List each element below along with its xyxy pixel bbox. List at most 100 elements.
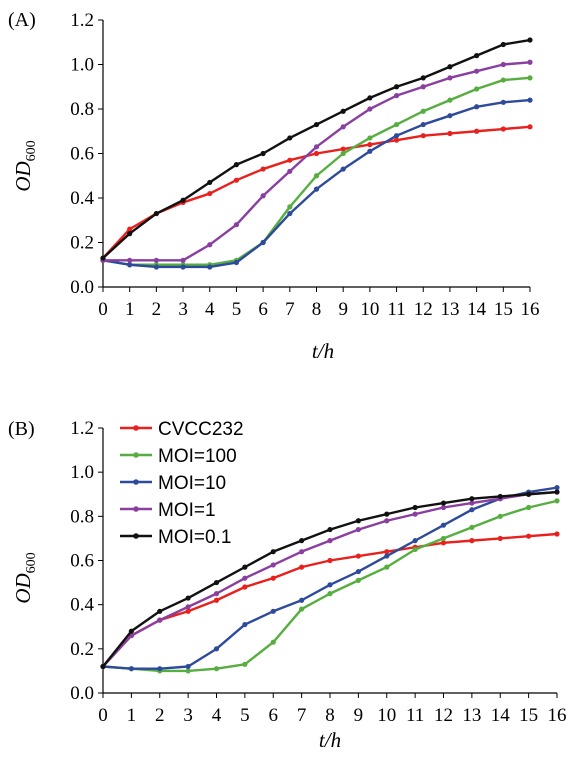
y-tick-label: 0.8: [70, 506, 94, 527]
x-tick-label: 2: [155, 705, 165, 726]
y-tick-label: 0.0: [70, 277, 94, 298]
data-point: [157, 666, 163, 672]
x-tick-label: 8: [312, 299, 322, 320]
data-point: [393, 121, 400, 128]
x-tick-label: 4: [205, 299, 215, 320]
x-tick-label: 1: [127, 705, 137, 726]
data-point: [474, 53, 480, 59]
x-axis-title: t/h: [319, 728, 341, 752]
data-point: [127, 231, 133, 237]
data-point: [242, 621, 248, 628]
y-axis-title-text: OD: [11, 573, 35, 603]
data-point: [554, 531, 560, 537]
data-point: [500, 99, 506, 105]
panel-label: (A): [8, 9, 36, 31]
data-point: [313, 144, 320, 150]
x-tick-label: 15: [519, 705, 538, 726]
data-point: [393, 93, 400, 99]
data-point: [497, 513, 503, 519]
x-tick-label: 5: [232, 299, 242, 320]
legend-marker: [133, 452, 139, 458]
data-point: [500, 77, 506, 83]
data-point: [355, 518, 361, 524]
data-point: [153, 264, 159, 270]
data-point: [213, 666, 220, 672]
data-point: [527, 124, 533, 130]
x-tick-label: 15: [494, 299, 513, 320]
data-point: [384, 553, 390, 559]
data-point: [270, 549, 276, 555]
data-point: [340, 108, 346, 114]
data-point: [420, 133, 426, 139]
data-point: [128, 666, 134, 672]
y-axis-title-text: OD: [11, 161, 35, 191]
x-tick-label: 16: [548, 705, 567, 726]
data-point: [474, 128, 480, 134]
data-point: [527, 59, 533, 65]
chart-panel-b: (B) OD600 t/h 0.00.20.40.60.81.01.20 1 2 3 4…: [8, 418, 567, 752]
data-point: [412, 511, 418, 517]
x-tick-label: 11: [406, 705, 424, 726]
data-point: [313, 186, 320, 192]
data-point: [327, 591, 333, 597]
data-point: [153, 210, 159, 217]
x-tick-label: 6: [258, 299, 268, 320]
data-point: [128, 628, 134, 634]
data-point: [127, 257, 133, 263]
data-point: [313, 121, 320, 128]
legend-marker: [133, 533, 139, 539]
data-point: [420, 75, 426, 81]
data-point: [340, 166, 346, 172]
data-point: [287, 204, 293, 210]
data-point: [127, 226, 133, 232]
legend: CVCC232 MOI=100 MOI=10 MOI=1 MOI=0.1: [120, 419, 244, 548]
y-tick-label: 0.4: [70, 595, 94, 616]
x-tick-label: 7: [297, 705, 307, 726]
data-point: [355, 526, 361, 533]
y-axis-title-subscript: 600: [24, 552, 39, 573]
x-tick-label: 7: [285, 299, 295, 320]
data-point: [242, 575, 248, 581]
series-line-4: [103, 61, 531, 262]
data-point: [526, 504, 532, 511]
data-point: [355, 577, 361, 583]
x-tick-label: 11: [387, 299, 405, 320]
data-point: [270, 562, 276, 568]
y-tick-label: 0.6: [70, 551, 94, 572]
data-point: [393, 137, 400, 143]
data-point: [469, 524, 475, 530]
x-tick-label: 5: [240, 705, 250, 726]
x-tick-label: 13: [440, 299, 459, 320]
data-point: [440, 535, 447, 542]
data-point: [127, 262, 133, 268]
y-tick-label: 0.8: [70, 99, 94, 120]
x-tick-label: 3: [178, 299, 188, 320]
svg-text:OD600: OD600: [11, 140, 39, 191]
data-point: [412, 538, 418, 544]
data-point: [440, 500, 447, 506]
data-point: [367, 95, 373, 101]
data-point: [260, 150, 266, 157]
data-point: [447, 64, 453, 70]
data-point: [469, 538, 475, 544]
data-point: [100, 255, 106, 261]
y-tick-label: 1.2: [70, 418, 94, 439]
data-point: [327, 538, 333, 544]
data-point: [355, 568, 361, 575]
legend-label: CVCC232: [158, 419, 244, 440]
data-point: [287, 135, 293, 141]
data-point: [393, 133, 400, 139]
data-point: [260, 166, 266, 172]
data-point: [185, 604, 191, 610]
x-tick-label: 8: [325, 705, 335, 726]
data-point: [554, 485, 560, 491]
data-point: [100, 663, 106, 670]
data-point: [469, 496, 475, 502]
y-tick-label: 0.0: [70, 683, 94, 704]
data-point: [327, 526, 333, 533]
data-point: [420, 108, 426, 114]
x-axis-title: t/h: [312, 339, 334, 363]
data-point: [340, 124, 346, 130]
data-point: [527, 75, 533, 81]
data-point: [384, 564, 390, 570]
